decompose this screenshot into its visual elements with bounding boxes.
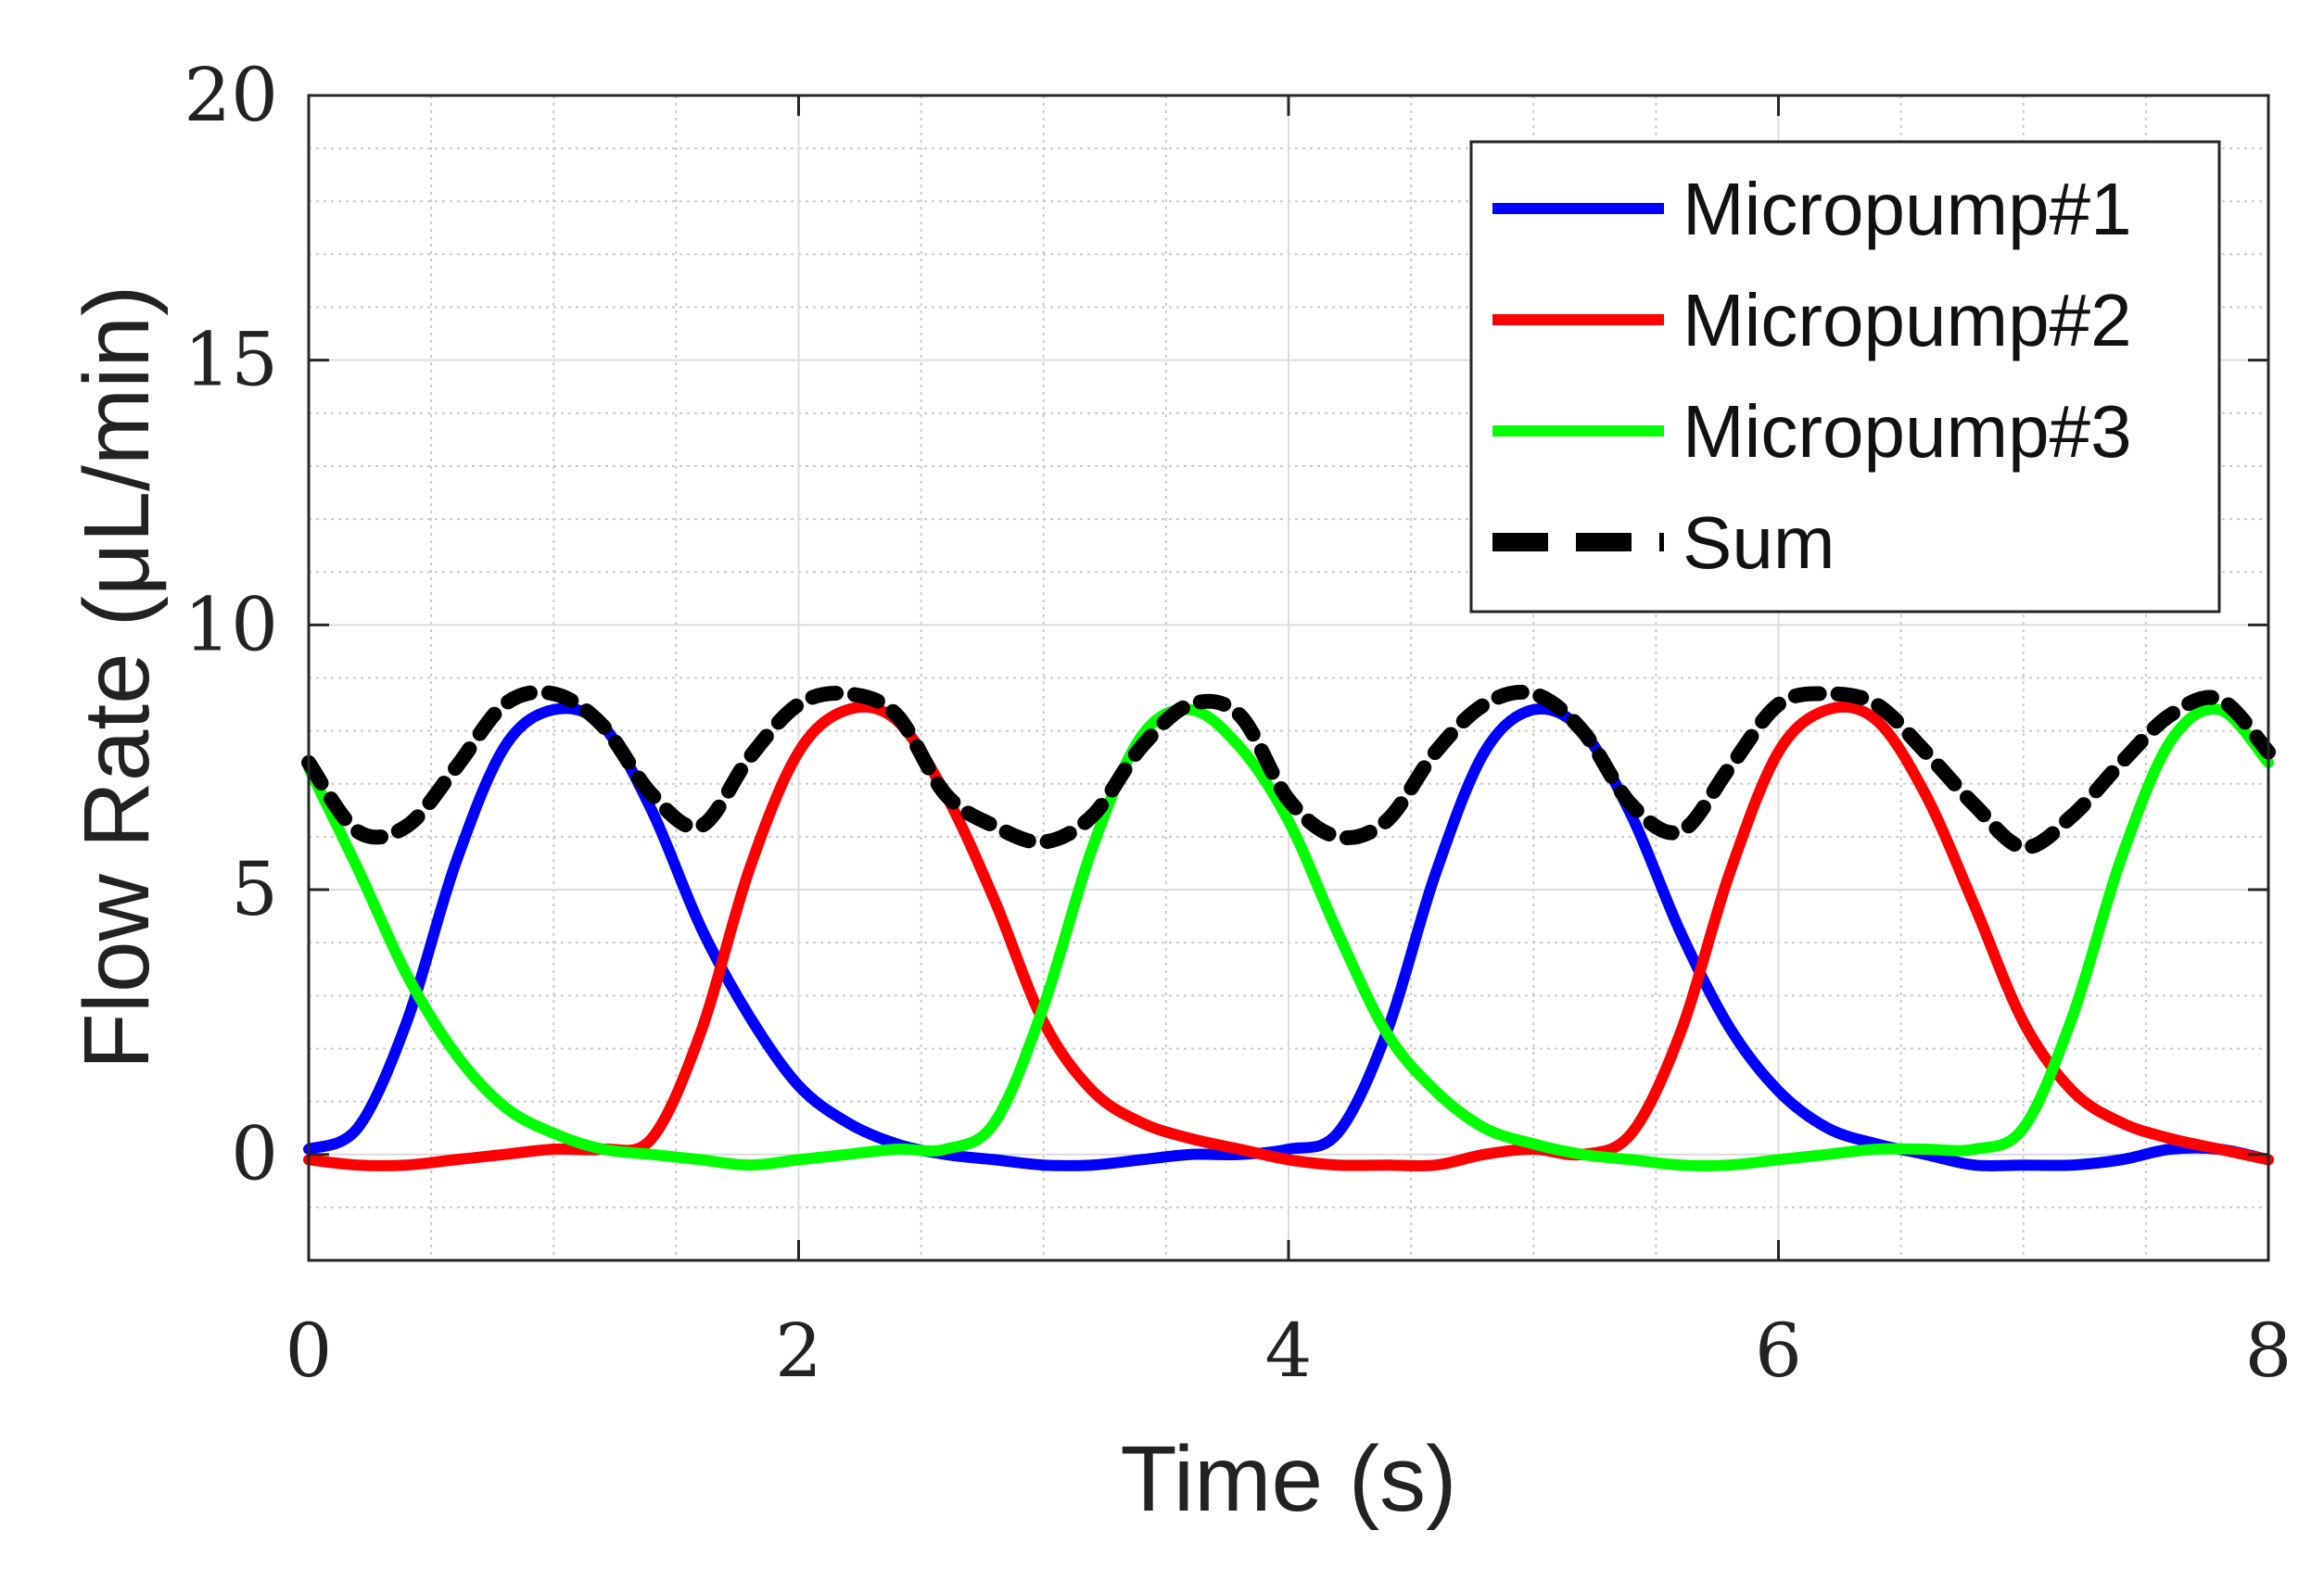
x-tick-label: 4 xyxy=(1265,1308,1313,1394)
x-tick-label: 8 xyxy=(2245,1308,2292,1394)
y-tick-label: 0 xyxy=(231,1111,278,1197)
y-axis-label: Flow Rate (μL/min) xyxy=(65,285,169,1070)
y-tick-labels: 0 5 10 15 20 xyxy=(184,52,278,1197)
legend-label: Sum xyxy=(1683,501,1835,584)
axis-ticks xyxy=(307,94,2270,1260)
x-tick-label: 0 xyxy=(286,1308,333,1394)
series-line-sum xyxy=(301,684,2276,855)
y-tick-label: 20 xyxy=(184,52,278,138)
legend-label: Micropump#3 xyxy=(1683,390,2132,473)
x-tick-label: 6 xyxy=(1755,1308,1802,1394)
x-tick-label: 2 xyxy=(775,1308,822,1394)
series-layer xyxy=(301,684,2276,1172)
legend-label: Micropump#1 xyxy=(1683,168,2132,250)
y-tick-label: 5 xyxy=(231,846,278,932)
legend: Micropump#1 Micropump#2 Micropump#3 Sum xyxy=(1469,140,2221,613)
series-line-micropump-2 xyxy=(303,701,2274,1172)
y-tick-label: 10 xyxy=(184,581,278,667)
series-line-micropump-3 xyxy=(303,703,2274,1171)
x-axis-label: Time (s) xyxy=(1121,1427,1457,1531)
x-tick-labels: 0 2 4 6 8 xyxy=(286,1308,2292,1394)
y-tick-label: 15 xyxy=(184,317,278,403)
legend-label: Micropump#2 xyxy=(1683,279,2132,361)
